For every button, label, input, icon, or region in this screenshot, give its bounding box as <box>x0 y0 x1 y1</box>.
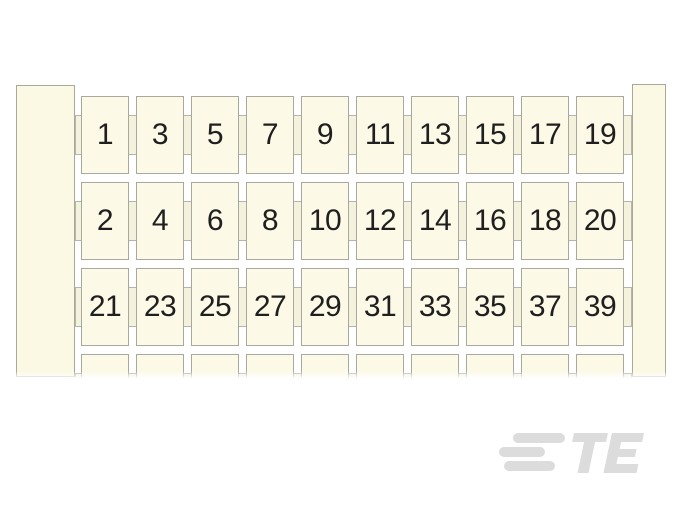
marker-number: 4 <box>151 204 169 237</box>
marker-number: 2 <box>96 204 114 237</box>
marker-number: 3 <box>151 118 169 151</box>
marker-tag <box>411 354 459 378</box>
te-logo-text <box>565 433 646 473</box>
marker-tag <box>81 354 129 378</box>
marker-tag: 17 <box>521 96 569 174</box>
marker-number: 13 <box>418 118 452 151</box>
marker-tag: 9 <box>301 96 349 174</box>
te-logo-ribbon-bar-top <box>513 433 565 443</box>
marker-number: 39 <box>583 290 617 323</box>
marker-tag <box>356 354 404 378</box>
marker-number: 6 <box>206 204 224 237</box>
marker-row: 1 3 5 7 9 11 13 15 17 19 <box>16 96 666 174</box>
marker-tag <box>136 354 184 378</box>
marker-number: 17 <box>528 118 562 151</box>
marker-tag: 15 <box>466 96 514 174</box>
marker-number: 11 <box>364 118 396 151</box>
marker-card-assembly: 1 3 5 7 9 11 13 15 17 19 2 4 6 8 10 12 14 16 18 20 21 23 25 27 2… <box>16 84 666 378</box>
marker-tag: 29 <box>301 268 349 346</box>
te-logo-ribbon-bar-middle <box>499 447 545 457</box>
marker-tag <box>521 354 569 378</box>
marker-tag: 14 <box>411 182 459 260</box>
marker-number: 19 <box>583 118 617 151</box>
marker-tag <box>246 354 294 378</box>
marker-tag: 13 <box>411 96 459 174</box>
marker-number: 1 <box>96 118 114 151</box>
marker-tag: 27 <box>246 268 294 346</box>
marker-tag: 1 <box>81 96 129 174</box>
marker-number: 31 <box>363 290 397 323</box>
marker-row: 2 4 6 8 10 12 14 16 18 20 <box>16 182 666 260</box>
marker-number: 14 <box>418 204 452 237</box>
marker-number: 15 <box>473 118 507 151</box>
marker-tag: 35 <box>466 268 514 346</box>
marker-tag: 10 <box>301 182 349 260</box>
marker-tag: 8 <box>246 182 294 260</box>
marker-tag: 20 <box>576 182 624 260</box>
marker-number: 27 <box>253 290 287 323</box>
marker-tag: 6 <box>191 182 239 260</box>
marker-tag <box>301 354 349 378</box>
marker-tag: 23 <box>136 268 184 346</box>
marker-tag: 12 <box>356 182 404 260</box>
te-letter-e-top-bar <box>610 433 644 442</box>
marker-tag: 18 <box>521 182 569 260</box>
marker-number: 29 <box>308 290 342 323</box>
marker-tag: 33 <box>411 268 459 346</box>
te-connectivity-logo <box>495 430 655 478</box>
marker-tag <box>191 354 239 378</box>
marker-number: 8 <box>261 204 279 237</box>
marker-tag: 19 <box>576 96 624 174</box>
marker-tag: 21 <box>81 268 129 346</box>
marker-tag: 4 <box>136 182 184 260</box>
marker-row <box>16 354 666 378</box>
marker-row: 21 23 25 27 29 31 33 35 37 39 <box>16 268 666 346</box>
marker-tag <box>466 354 514 378</box>
marker-tag: 25 <box>191 268 239 346</box>
marker-number: 18 <box>528 204 562 237</box>
marker-number: 33 <box>418 290 452 323</box>
marker-number: 21 <box>88 290 122 323</box>
marker-number: 25 <box>198 290 232 323</box>
marker-number: 16 <box>473 204 507 237</box>
marker-tag: 16 <box>466 182 514 260</box>
marker-number: 7 <box>261 118 279 151</box>
marker-number: 10 <box>308 204 342 237</box>
marker-number: 23 <box>143 290 177 323</box>
marker-number: 37 <box>528 290 562 323</box>
te-logo-ribbon-bar-bottom <box>504 461 555 471</box>
marker-number: 12 <box>363 204 397 237</box>
right-end-rail <box>632 84 666 377</box>
left-end-rail <box>16 85 75 377</box>
marker-tag: 5 <box>191 96 239 174</box>
marker-tag: 39 <box>576 268 624 346</box>
te-letter-e-mid-bar <box>606 449 637 457</box>
marker-tag: 7 <box>246 96 294 174</box>
marker-number: 20 <box>583 204 617 237</box>
marker-tag: 37 <box>521 268 569 346</box>
marker-tag: 11 <box>356 96 404 174</box>
marker-number: 9 <box>316 118 334 151</box>
marker-tag: 3 <box>136 96 184 174</box>
marker-number: 35 <box>473 290 507 323</box>
marker-tag: 2 <box>81 182 129 260</box>
marker-tag <box>576 354 624 378</box>
te-letter-e-bottom-bar <box>603 464 639 473</box>
marker-number: 5 <box>206 118 224 151</box>
marker-tag: 31 <box>356 268 404 346</box>
